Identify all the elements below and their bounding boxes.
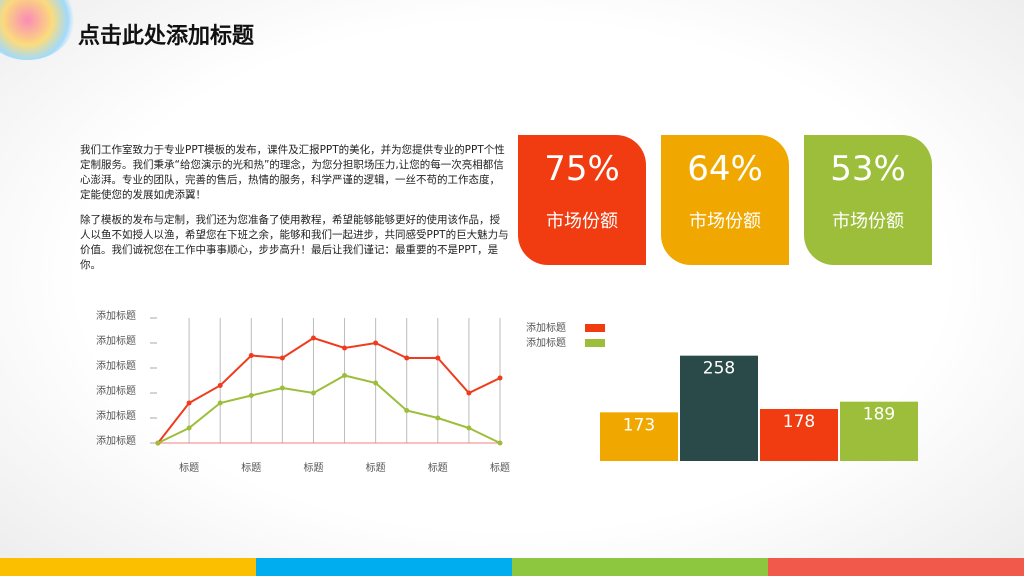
- point: [373, 340, 379, 346]
- x-tick-label: 标题: [366, 462, 386, 474]
- point: [497, 375, 503, 381]
- series-line: [157, 336, 501, 444]
- bar: [680, 355, 758, 461]
- bar: [760, 409, 838, 461]
- legend-label: 添加标题: [526, 321, 566, 334]
- point: [248, 353, 254, 358]
- stripe: [512, 558, 768, 576]
- point: [310, 335, 316, 341]
- value-label: 258: [703, 359, 735, 379]
- stat-label: 市场份额: [689, 211, 761, 232]
- y-tick-label: 添加标题: [96, 359, 136, 372]
- point: [342, 345, 348, 351]
- y-tick-label: 添加标题: [96, 309, 136, 322]
- stripe: [768, 558, 1024, 576]
- value-label: 173: [623, 415, 655, 435]
- value-label: 189: [863, 405, 895, 425]
- x-tick-label: 标题: [490, 462, 510, 474]
- y-tick-label: 添加标题: [96, 409, 136, 422]
- point: [248, 393, 254, 398]
- point: [186, 425, 192, 431]
- paragraph: 除了模板的发布与定制，我们还为您准备了使用教程，希望能够能够更好的使用该作品，授…: [80, 214, 509, 271]
- point: [279, 385, 285, 391]
- stat-card: 75% 市场份额: [518, 135, 646, 265]
- legend-swatch: [585, 324, 605, 332]
- y-tick-label: 添加标题: [96, 384, 136, 397]
- point: [310, 390, 316, 396]
- y-tick-label: 添加标题: [96, 434, 136, 447]
- point: [466, 390, 472, 396]
- stat-label: 市场份额: [546, 211, 618, 232]
- point: [404, 408, 410, 413]
- stat-label: 市场份额: [832, 211, 904, 232]
- stripe: [0, 558, 256, 576]
- point: [435, 415, 441, 421]
- stat-card: 64% 市场份额: [661, 135, 789, 265]
- stat-card: 53% 市场份额: [804, 135, 932, 265]
- point: [373, 380, 379, 386]
- stat-value: 75%: [544, 149, 620, 189]
- point: [186, 400, 192, 406]
- point: [279, 355, 285, 361]
- legend-swatch: [585, 339, 605, 347]
- paragraph: 我们工作室致力于专业PPT模板的发布，课件及汇报PPT的美化，并为您提供专业的P…: [80, 144, 505, 201]
- point: [404, 355, 410, 361]
- x-tick-label: 标题: [428, 462, 448, 474]
- legend-label: 添加标题: [526, 336, 566, 349]
- bar: [600, 412, 678, 461]
- series-line: [157, 374, 501, 444]
- stripe: [256, 558, 512, 576]
- value-label: 178: [783, 412, 815, 432]
- x-tick-label: 标题: [241, 462, 261, 474]
- point: [497, 440, 503, 446]
- point: [435, 355, 441, 361]
- point: [155, 440, 161, 446]
- point: [217, 383, 223, 388]
- point: [342, 373, 348, 378]
- point: [466, 425, 472, 431]
- point: [217, 400, 223, 406]
- stat-value: 64%: [687, 149, 763, 189]
- stat-value: 53%: [830, 149, 906, 189]
- x-tick-label: 标题: [303, 462, 323, 474]
- title: 点击此处添加标题: [78, 24, 255, 49]
- y-tick-label: 添加标题: [96, 334, 136, 347]
- bar: [840, 401, 918, 461]
- x-tick-label: 标题: [179, 462, 199, 474]
